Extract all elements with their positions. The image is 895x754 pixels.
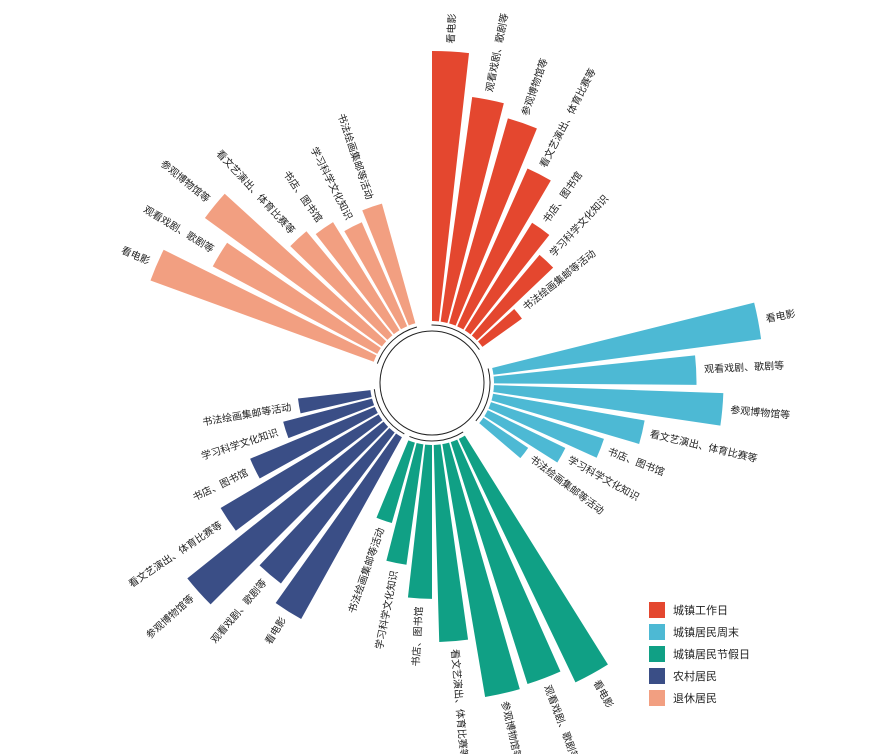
bar	[259, 428, 395, 584]
bar	[442, 442, 520, 698]
bar	[491, 393, 645, 444]
bar	[479, 417, 529, 459]
bar	[315, 222, 400, 335]
bar	[458, 435, 608, 683]
bar	[488, 402, 604, 458]
bar	[450, 439, 561, 685]
legend-label: 退休居民	[673, 692, 717, 705]
bar-label: 参观博物馆等	[519, 56, 551, 117]
bar	[376, 440, 415, 524]
bar	[484, 410, 566, 463]
bar	[275, 433, 402, 620]
bar	[187, 421, 389, 605]
inner-ring-arc	[475, 368, 491, 422]
bar	[204, 193, 387, 347]
bar-label: 看电影	[591, 678, 617, 711]
bar	[492, 302, 762, 375]
bar	[386, 443, 424, 565]
bar	[493, 385, 724, 426]
bar	[478, 308, 522, 347]
bars-layer	[150, 51, 762, 698]
legend-item: 城镇居民周末	[649, 624, 739, 640]
legend-swatch	[649, 690, 665, 706]
bar	[212, 242, 381, 354]
bar-label: 参观博物馆等	[158, 157, 213, 205]
legend-label: 农村居民	[673, 669, 717, 683]
bar-label: 观看戏剧、歌剧等	[541, 683, 582, 754]
legend-label: 城镇工作日	[673, 603, 728, 617]
bar-label: 书店、图书馆	[606, 445, 667, 479]
legend-item: 退休居民	[649, 690, 717, 706]
bar-label: 学习科学文化知识	[372, 569, 400, 650]
bar	[493, 355, 697, 385]
bar-label: 看文艺演出、体育比赛等	[448, 649, 470, 754]
bar	[290, 231, 393, 340]
bar-label: 观看戏剧、歌剧等	[141, 203, 216, 256]
legend-swatch	[649, 624, 665, 640]
bar	[457, 168, 551, 330]
bar-label: 看电影	[765, 307, 797, 325]
inner-ring-arcs	[373, 324, 491, 442]
inner-ring-arc	[373, 389, 405, 435]
bar	[283, 398, 375, 439]
bar	[449, 118, 537, 326]
bar	[150, 249, 377, 362]
bar	[407, 444, 432, 599]
bar	[250, 406, 378, 479]
bar-label: 书法绘画集邮等活动	[335, 112, 376, 201]
bar-label: 看文艺演出、体育比赛等	[649, 427, 759, 465]
bar-label: 参观博物馆等	[143, 592, 196, 642]
inner-ring-arc	[431, 324, 480, 350]
bar-label: 看电影	[119, 244, 152, 268]
legend-swatch	[649, 668, 665, 684]
center-circle	[379, 330, 485, 436]
bar	[440, 97, 504, 323]
bar	[471, 254, 554, 341]
inner-ring-arc	[376, 326, 418, 364]
bar-label: 参观博物馆等	[498, 700, 524, 754]
bar	[433, 444, 469, 642]
bar-label: 书店、图书馆	[409, 606, 425, 667]
bar	[220, 414, 383, 531]
legend-item: 农村居民	[649, 668, 717, 684]
legend-label: 城镇居民节假日	[673, 647, 750, 661]
bar-label: 书法绘画集邮等活动	[201, 400, 292, 428]
bar-label: 观看戏剧、歌剧等	[483, 12, 511, 93]
bar	[464, 222, 550, 335]
legend-item: 城镇工作日	[649, 602, 728, 618]
inner-ring-arc	[409, 431, 464, 442]
legend-label: 城镇居民周末	[673, 625, 739, 639]
bar	[432, 51, 470, 322]
bar-label: 观看戏剧、歌剧等	[704, 359, 785, 376]
bar-label: 看文艺演出、体育比赛等	[537, 66, 599, 170]
bar-label: 看电影	[444, 13, 459, 44]
bar-label: 书店、图书馆	[540, 169, 585, 226]
legend-swatch	[649, 602, 665, 618]
bar-label: 书店、图书馆	[280, 168, 325, 225]
center-rings	[373, 324, 491, 442]
bar-label: 看电影	[262, 614, 289, 646]
bar	[297, 390, 372, 414]
bar	[344, 222, 408, 330]
bar	[362, 203, 416, 326]
bar-label: 参观博物馆等	[730, 403, 791, 421]
legend-item: 城镇居民节假日	[649, 646, 750, 662]
bar-label: 书法绘画集邮等活动	[345, 526, 387, 615]
legend-swatch	[649, 646, 665, 662]
